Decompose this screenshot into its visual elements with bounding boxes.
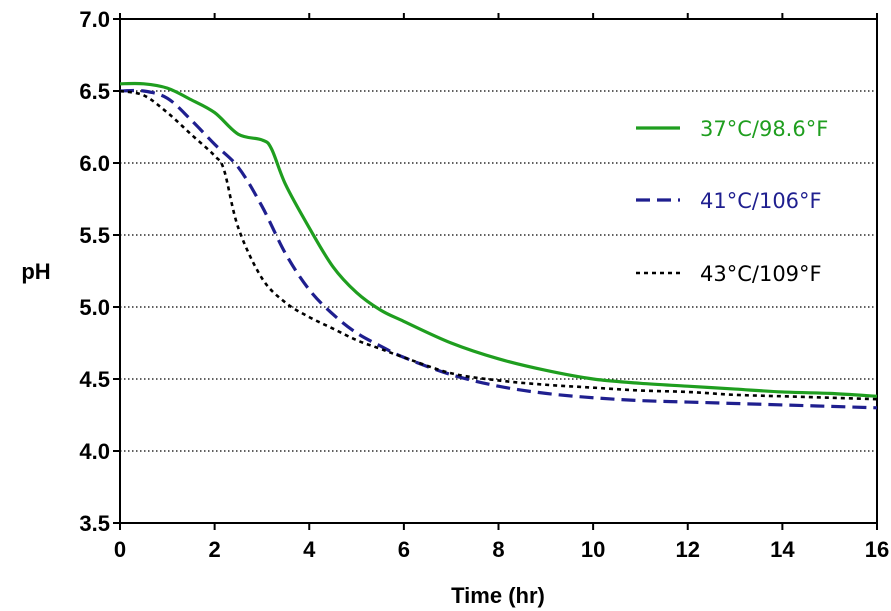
- legend-label-41c: 41°C/106°F: [700, 189, 822, 213]
- legend-label-43c: 43°C/109°F: [700, 262, 822, 286]
- x-tick-label-3: 6: [398, 537, 410, 562]
- y-tick-label-0: 3.5: [79, 511, 110, 536]
- y-tick-label-7: 7.0: [79, 7, 110, 32]
- y-tick-label-3: 5.0: [79, 295, 110, 320]
- x-tick-label-6: 12: [676, 537, 700, 562]
- legend: 37°C/98.6°F 41°C/106°F 43°C/109°F: [636, 117, 828, 286]
- legend-item-41c: 41°C/106°F: [636, 189, 822, 213]
- series-line-37c: [119, 81, 878, 398]
- y-tick-label-5: 6.0: [79, 151, 110, 176]
- ticks: 3.5 4.0 4.5 5.0 5.5 6.0 6.5 7.0 0 2 4 6 8 10 12 14 16: [79, 7, 889, 562]
- x-tick-label-2: 4: [303, 537, 316, 562]
- y-tick-label-2: 4.5: [79, 367, 110, 392]
- series-line-43c: [119, 89, 878, 401]
- x-tick-label-1: 2: [209, 537, 221, 562]
- x-axis-title: Time (hr): [451, 583, 545, 608]
- x-tick-label-4: 8: [492, 537, 504, 562]
- series-line-41c: [119, 88, 878, 410]
- y-tick-label-1: 4.0: [79, 439, 110, 464]
- series-lines: [119, 81, 878, 410]
- legend-item-37c: 37°C/98.6°F: [636, 117, 828, 141]
- x-tick-label-7: 14: [770, 537, 795, 562]
- x-tick-label-5: 10: [581, 537, 605, 562]
- y-tick-label-6: 6.5: [79, 79, 110, 104]
- x-tick-label-0: 0: [114, 537, 126, 562]
- x-tick-label-8: 16: [865, 537, 889, 562]
- legend-item-43c: 43°C/109°F: [636, 262, 822, 286]
- y-axis-title: pH: [21, 259, 50, 284]
- y-tick-label-4: 5.5: [79, 223, 110, 248]
- legend-label-37c: 37°C/98.6°F: [700, 117, 828, 141]
